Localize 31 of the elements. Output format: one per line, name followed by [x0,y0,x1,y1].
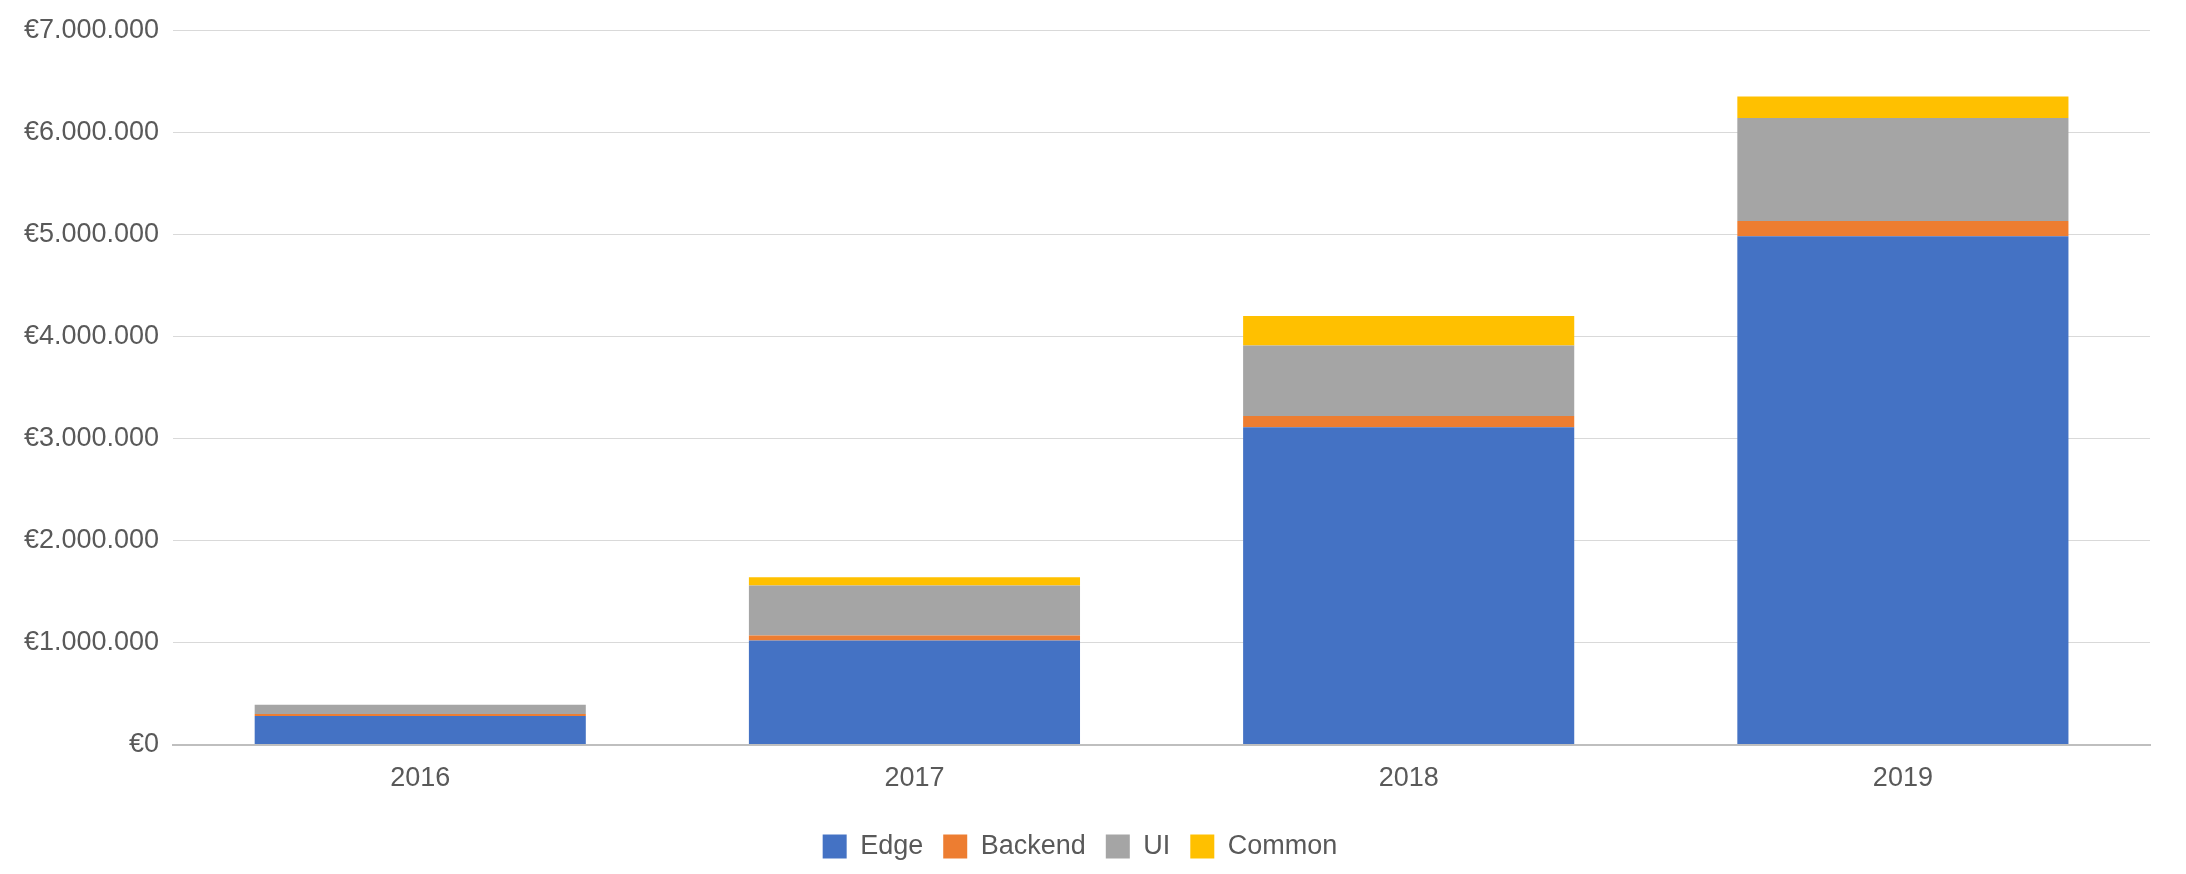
legend-label: UI [1143,829,1171,860]
bar [254,716,586,745]
x-tick-label: 2018 [1378,762,1439,793]
bar [748,577,1081,586]
bar [254,704,586,714]
y-tick-label: €5.000.000 [23,217,160,248]
bar [254,713,586,717]
bar [1737,236,2069,745]
y-tick-label: €7.000.000 [23,13,160,44]
legend-label: Edge [860,829,924,860]
legend-label: Common [1227,829,1338,860]
bar [748,640,1081,745]
bar [1243,315,1575,346]
bar [1243,345,1575,416]
bar [1737,221,2069,237]
bar [1243,415,1575,428]
y-tick-label: €3.000.000 [23,421,160,452]
y-tick-label: €4.000.000 [23,319,160,350]
y-tick-label: €1.000.000 [23,626,160,656]
y-tick-label: €6.000.000 [23,115,160,146]
x-tick-label: 2017 [884,762,945,793]
bar [1737,117,2069,222]
x-tick-label: 2019 [1872,762,1933,793]
bar [1737,96,2069,118]
y-tick-label: €2.000.000 [23,523,160,554]
bar [748,635,1081,641]
legend-label: Backend [980,829,1086,860]
x-tick-label: 2016 [390,762,451,793]
y-tick-label: €0 [129,728,160,759]
bar [748,585,1081,636]
bar [1243,427,1575,745]
